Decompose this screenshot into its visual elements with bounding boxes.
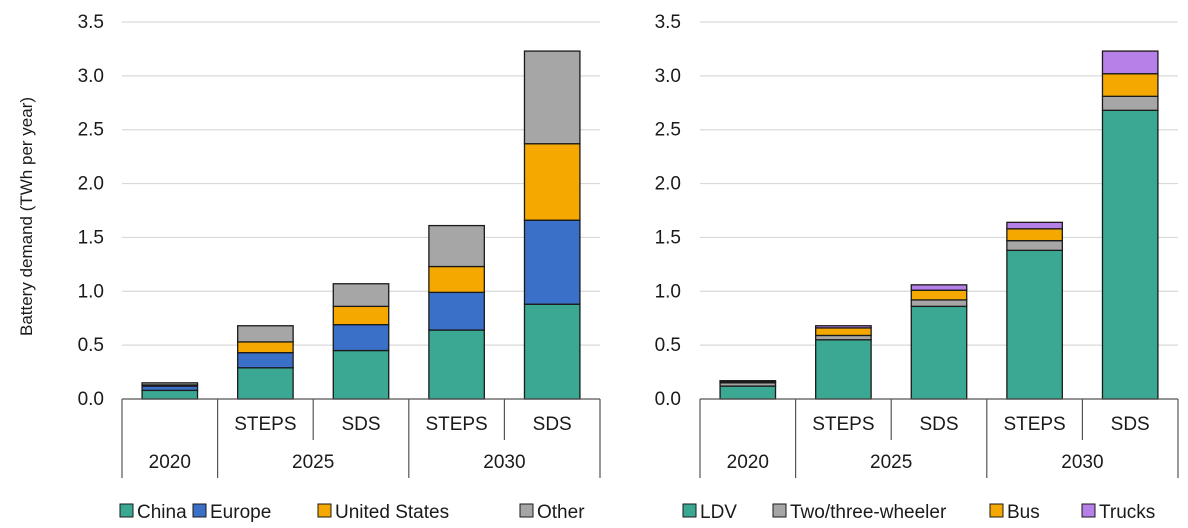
- y-tick-label: 3.0: [78, 66, 104, 87]
- bar-other: [332, 283, 390, 308]
- scenario-label: SDS: [1111, 414, 1150, 435]
- bar-china: [141, 389, 199, 400]
- bar-bus: [1006, 228, 1063, 242]
- legend-swatch: [519, 503, 534, 518]
- bar-united-states: [523, 143, 581, 221]
- legend-swatch: [317, 503, 332, 518]
- bar-bus: [1101, 73, 1159, 97]
- bar-ldv: [910, 305, 968, 400]
- bar-ldv: [1006, 249, 1063, 400]
- y-tick-label: 0.0: [655, 389, 681, 410]
- y-tick-label: 1.0: [78, 281, 104, 302]
- y-tick-label: 3.0: [655, 66, 681, 87]
- y-tick-label: 3.5: [655, 12, 681, 33]
- scenario-label: SDS: [341, 414, 380, 435]
- bar-china: [237, 367, 294, 400]
- bar-united-states: [237, 341, 294, 354]
- scenario-label: SDS: [919, 414, 958, 435]
- chart-by-region: 0.0 0.5 1.0 1.5 2.0 2.5 3.0 3.5 Battery demand (…: [17, 12, 601, 523]
- scenario-label: STEPS: [812, 414, 874, 435]
- bar-europe: [332, 324, 390, 352]
- y-tick-label: 3.5: [78, 12, 104, 33]
- y-tick-label: 0.5: [655, 335, 681, 356]
- y-tick-label: 2.0: [655, 174, 681, 195]
- year-label: 2020: [727, 452, 769, 473]
- bar-ldv: [719, 385, 777, 400]
- year-label: 2030: [1061, 452, 1103, 473]
- bar-other: [523, 50, 581, 145]
- scenario-label: STEPS: [1003, 414, 1065, 435]
- bar-trucks: [719, 380, 777, 383]
- y-tick-label: 2.5: [78, 120, 104, 141]
- year-label: 2030: [483, 452, 525, 473]
- bar-ldv: [1101, 109, 1159, 400]
- bar-two-three-wheeler: [1006, 240, 1063, 252]
- legend-label: United States: [335, 502, 449, 523]
- bar-trucks: [910, 284, 968, 291]
- legend-swatch: [989, 503, 1004, 518]
- bar-other: [237, 325, 294, 343]
- legend-swatch: [682, 503, 697, 518]
- scenario-label: STEPS: [234, 414, 296, 435]
- bar-other: [428, 224, 485, 268]
- year-label: 2025: [292, 452, 334, 473]
- bar-trucks: [1006, 221, 1063, 230]
- scenario-label: STEPS: [425, 414, 487, 435]
- bar-other: [141, 382, 199, 386]
- legend-label: LDV: [700, 502, 737, 523]
- y-axis-title: Battery demand (TWh per year): [17, 97, 36, 336]
- bar-china: [523, 303, 581, 400]
- scenario-label: SDS: [533, 414, 572, 435]
- legend-swatch: [119, 503, 134, 518]
- bar-trucks: [1101, 50, 1159, 75]
- bar-bus: [910, 289, 968, 301]
- y-tick-label: 1.5: [655, 227, 681, 248]
- bar-europe: [237, 352, 294, 369]
- year-label: 2020: [149, 452, 191, 473]
- legend-swatch: [192, 503, 207, 518]
- y-tick-label: 0.5: [78, 335, 104, 356]
- bar-europe: [428, 291, 485, 331]
- chart-by-vehicle: 0.0 0.5 1.0 1.5 2.0 2.5 3.0 3.5 2020 2025 2030 STEP…: [655, 12, 1179, 523]
- bar-united-states: [332, 305, 390, 326]
- legend-label: Bus: [1007, 502, 1040, 523]
- legend-label: Trucks: [1099, 502, 1155, 523]
- bar-bus: [815, 327, 872, 337]
- y-tick-label: 1.0: [655, 281, 681, 302]
- year-label: 2025: [870, 452, 912, 473]
- y-tick-label: 1.5: [78, 227, 104, 248]
- bar-trucks: [815, 325, 872, 329]
- y-tick-label: 2.0: [78, 174, 104, 195]
- legend-label: Europe: [210, 502, 271, 523]
- bar-two-three-wheeler: [910, 299, 968, 308]
- bar-two-three-wheeler: [1101, 95, 1159, 111]
- legend-swatch: [772, 503, 787, 518]
- legend-label: Other: [537, 502, 585, 523]
- legend-label: Two/three-wheeler: [790, 502, 947, 523]
- bar-china: [428, 329, 485, 400]
- bar-china: [332, 349, 390, 400]
- y-tick-label: 0.0: [78, 389, 104, 410]
- legend-swatch: [1081, 503, 1096, 518]
- bar-ldv: [815, 339, 872, 400]
- y-tick-label: 2.5: [655, 120, 681, 141]
- bar-europe: [523, 219, 581, 305]
- legend-label: China: [137, 502, 187, 523]
- bar-united-states: [428, 265, 485, 294]
